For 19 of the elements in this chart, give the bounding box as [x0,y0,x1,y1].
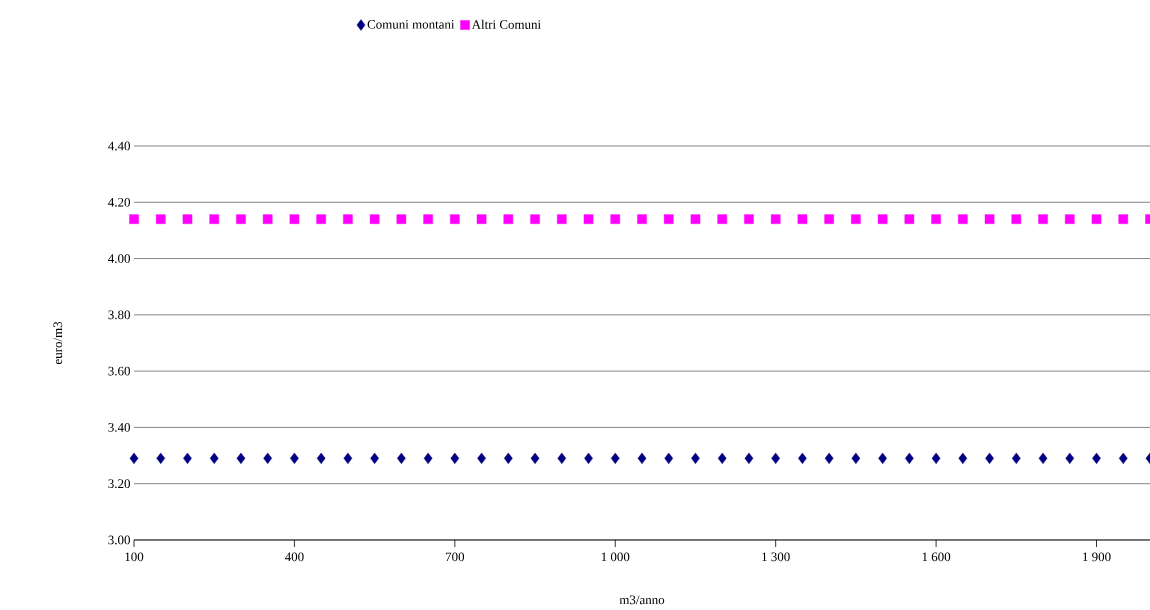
y-tick-label: 3.80 [108,310,130,320]
x-tick-label: 1 900 [1083,552,1111,562]
x-tick-label: 400 [284,552,304,562]
y-tick-label: 3.00 [108,535,130,545]
y-tick-label: 3.40 [108,423,130,432]
x-tick-label: 100 [125,552,144,562]
x-axis-title: m3/anno [619,595,665,605]
y-tick-label: 3.60 [108,366,130,376]
x-tick-label: 1 600 [922,552,951,562]
x-tick-label: 700 [445,552,465,562]
y-tick-label: 3.20 [108,479,130,489]
y-tick-label: 4.40 [108,141,130,151]
y-axis-title: euro/m3 [53,321,63,365]
y-tick-label: 4.20 [108,197,130,207]
x-tick-label: 1 300 [762,552,790,562]
legend-label: Comuni montani [367,19,455,29]
y-tick-label: 4.00 [108,254,130,263]
legend-label: Altri Comuni [471,19,541,29]
x-tick-label: 1 000 [601,552,630,562]
